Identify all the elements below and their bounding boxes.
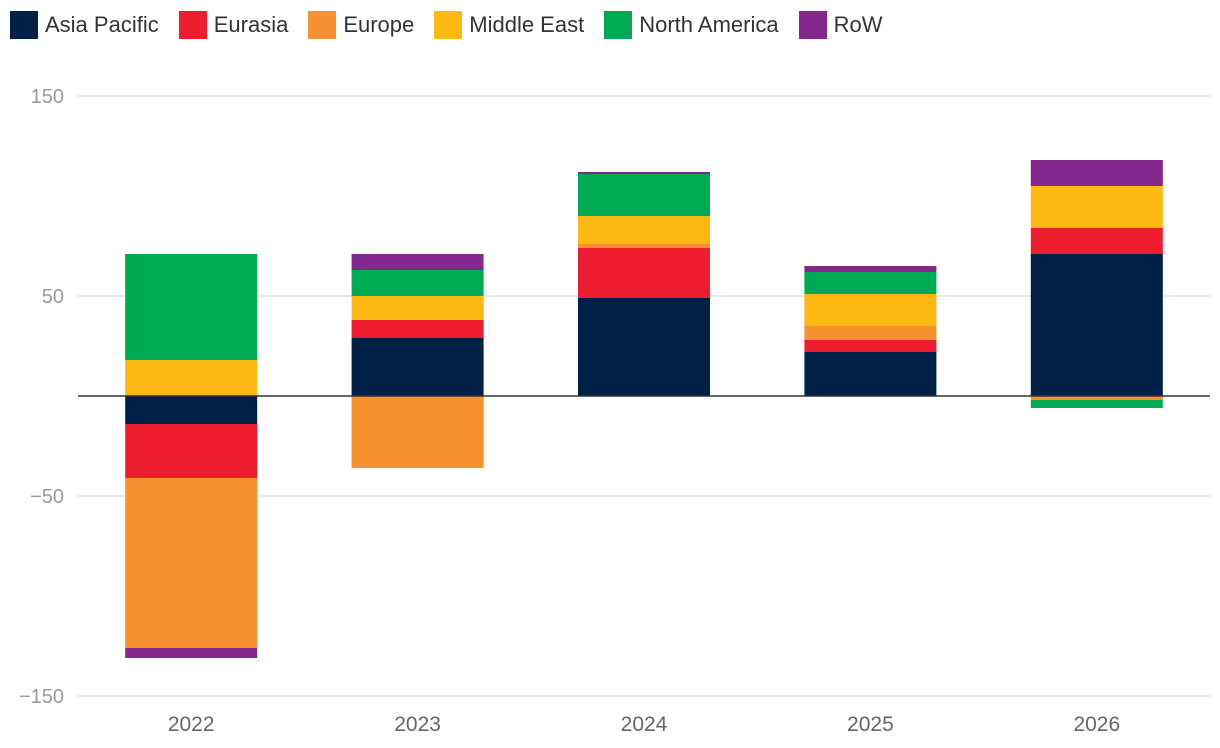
bar-segment[interactable] — [351, 396, 484, 468]
bar-segment[interactable] — [1030, 254, 1163, 396]
bar-segment[interactable] — [125, 396, 258, 424]
bar-segment[interactable] — [804, 340, 937, 352]
bar-segment[interactable] — [125, 478, 258, 648]
legend-label: Asia Pacific — [45, 12, 159, 37]
bar-segment[interactable] — [1030, 396, 1163, 400]
bar-segment[interactable] — [125, 254, 258, 360]
bar-segment[interactable] — [351, 254, 484, 270]
legend-label: Europe — [343, 12, 415, 37]
x-tick-label: 2026 — [1073, 713, 1120, 736]
bar-segment[interactable] — [125, 360, 258, 396]
bar-segment[interactable] — [578, 216, 710, 244]
bar-segment[interactable] — [804, 272, 937, 294]
legend-label: North America — [639, 12, 779, 37]
y-tick-label: 150 — [31, 86, 64, 108]
bar-segment[interactable] — [578, 172, 710, 174]
legend-item[interactable]: Eurasia — [178, 11, 289, 39]
legend-swatch — [178, 11, 207, 39]
bar-segment[interactable] — [351, 338, 484, 396]
bar-segment[interactable] — [1030, 228, 1163, 254]
legend-label: Middle East — [469, 12, 585, 37]
bar-segment[interactable] — [804, 326, 937, 340]
x-tick-label: 2022 — [168, 713, 215, 736]
y-tick-label: −50 — [30, 486, 64, 508]
bar-segment[interactable] — [578, 248, 710, 298]
legend-swatch — [798, 11, 827, 39]
legend-item[interactable]: RoW — [798, 11, 883, 39]
bar-segment[interactable] — [578, 244, 710, 248]
legend-item[interactable]: Europe — [308, 11, 414, 39]
y-tick-label: −150 — [19, 686, 64, 708]
bar-segment[interactable] — [125, 648, 258, 658]
y-tick-label: 50 — [42, 286, 64, 308]
legend-swatch — [434, 11, 463, 39]
x-tick-label: 2023 — [394, 713, 441, 736]
bar-segment[interactable] — [578, 298, 710, 396]
bar-segment[interactable] — [1030, 160, 1163, 186]
bar-segment[interactable] — [125, 424, 258, 478]
legend-swatch — [604, 11, 633, 39]
x-tick-label: 2025 — [847, 713, 894, 736]
legend: Asia Pacific Eurasia Europe Middle East Nort… — [10, 8, 903, 42]
bar-segment[interactable] — [804, 266, 937, 272]
legend-swatch — [308, 11, 337, 39]
legend-label: RoW — [833, 12, 883, 37]
bar-segment[interactable] — [1030, 186, 1163, 228]
bar-segment[interactable] — [578, 174, 710, 216]
legend-item[interactable]: North America — [604, 11, 779, 39]
legend-item[interactable]: Asia Pacific — [10, 11, 159, 39]
legend-item[interactable]: Middle East — [434, 11, 584, 39]
bar-segment[interactable] — [351, 320, 484, 338]
bar-segment[interactable] — [804, 352, 937, 396]
bar-segment[interactable] — [804, 294, 937, 326]
bar-segment[interactable] — [1030, 400, 1163, 408]
legend-swatch — [10, 11, 38, 39]
bar-segment[interactable] — [351, 270, 484, 296]
legend-label: Eurasia — [213, 12, 289, 37]
bar-segment[interactable] — [351, 296, 484, 320]
x-tick-label: 2024 — [621, 713, 668, 736]
